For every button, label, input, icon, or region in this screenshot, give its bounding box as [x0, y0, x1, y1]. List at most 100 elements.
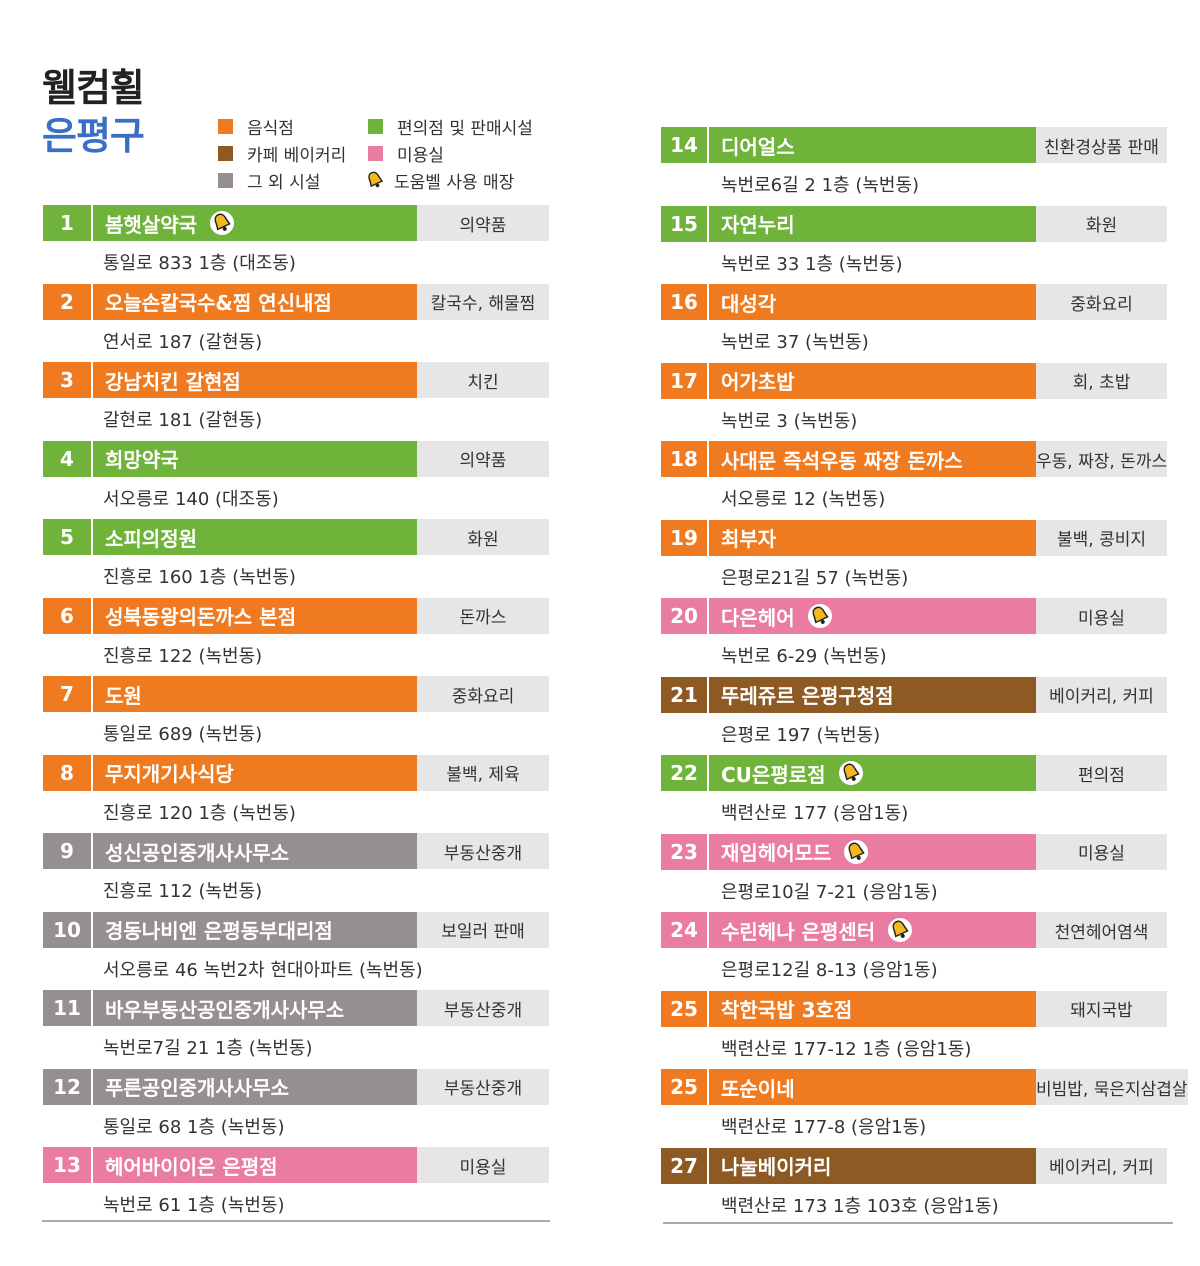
store-number: 15	[661, 205, 709, 242]
page-title: 웰컴휠	[42, 66, 145, 110]
legend-label: 음식점	[247, 118, 294, 139]
store-category: 치킨	[417, 362, 549, 398]
legend-item-salon: 미용실	[368, 140, 444, 166]
store-number: 13	[43, 1147, 93, 1183]
store-name-text: 재임헤어모드	[721, 841, 832, 865]
store-entry: 23 재임헤어모드 미용실 은평로10길 7-21 (응암1동)	[661, 833, 1167, 912]
store-bar: 16 대성각 중화요리	[661, 284, 1167, 320]
store-name: 뚜레쥬르 은평구청점	[709, 676, 1036, 713]
store-address: 연서로 187 (갈현동)	[103, 331, 263, 353]
store-entry: 4 희망약국 의약품 서오릉로 140 (대조동)	[43, 440, 549, 519]
store-entry: 20 다은헤어 미용실 녹번로 6-29 (녹번동)	[661, 598, 1167, 676]
store-entry: 16 대성각 중화요리 녹번로 37 (녹번동)	[661, 284, 1167, 362]
page-subtitle: 은평구	[42, 114, 145, 158]
store-category: 화원	[1036, 205, 1167, 242]
green-square-icon	[368, 118, 383, 134]
store-number: 27	[661, 1147, 709, 1184]
store-category: 베이커리, 커피	[1036, 676, 1167, 713]
store-name-text: 성신공인중개사사무소	[105, 840, 289, 865]
store-name-text: 대성각	[721, 291, 777, 316]
store-bar: 15 자연누리 화원	[661, 205, 1167, 242]
store-number: 14	[661, 127, 709, 163]
store-number: 16	[661, 284, 709, 320]
store-name: 희망약국	[93, 440, 417, 477]
pink-square-icon	[368, 145, 383, 161]
store-address: 은평로10길 7-21 (응암1동)	[721, 881, 938, 903]
store-entry: 24 수린헤나 은평센터 천연헤어염색 은평로12길 8-13 (응암1동)	[661, 912, 1167, 990]
store-category: 의약품	[417, 205, 549, 241]
store-name: 착한국밥 3호점	[709, 990, 1036, 1027]
store-category: 부동산중개	[417, 1068, 549, 1105]
store-name: 푸른공인중개사사무소	[93, 1068, 417, 1105]
store-name-text: 나눌베이커리	[721, 1155, 832, 1179]
store-number: 2	[43, 283, 93, 320]
store-category: 미용실	[1036, 833, 1167, 870]
store-number: 22	[661, 755, 709, 791]
store-number: 5	[43, 519, 93, 555]
store-name: 다은헤어	[709, 598, 1036, 634]
store-bar: 25 또순이네 비빔밥, 묵은지삼겹살	[661, 1069, 1188, 1105]
bell-icon	[843, 839, 869, 865]
store-name-text: 소피의정원	[105, 526, 197, 551]
store-name-text: 어가초밥	[721, 370, 795, 394]
store-entry: 21 뚜레쥬르 은평구청점 베이커리, 커피 은평로 197 (녹번동)	[661, 676, 1167, 755]
store-name-text: 사대문 즉석우동 짜장 돈까스	[721, 448, 963, 473]
store-bar: 1 봄햇살약국 의약품	[43, 205, 549, 241]
store-name-text: 바우부동산공인중개사사무소	[105, 997, 345, 1022]
store-entry: 11 바우부동산공인중개사사무소 부동산중개 녹번로7길 21 1층 (녹번동)	[43, 990, 549, 1068]
store-bar: 8 무지개기사식당 불백, 제육	[43, 754, 549, 791]
store-category: 돈까스	[417, 597, 549, 634]
store-address: 백련산로 177-12 1층 (응암1동)	[721, 1038, 972, 1060]
store-name: 소피의정원	[93, 519, 417, 555]
store-category: 화원	[417, 519, 549, 555]
store-name-text: 경동나비엔 은평동부대리점	[105, 919, 333, 943]
bell-icon	[364, 169, 386, 191]
store-address: 서오릉로 140 (대조동)	[103, 488, 279, 510]
store-name-text: 착한국밥 3호점	[721, 998, 853, 1022]
store-category: 칼국수, 해물찜	[417, 283, 549, 320]
store-bar: 20 다은헤어 미용실	[661, 598, 1167, 634]
bell-icon	[887, 917, 913, 943]
store-bar: 17 어가초밥 회, 초밥	[661, 362, 1167, 399]
store-name: 봄햇살약국	[93, 205, 417, 241]
store-bar: 25 착한국밥 3호점 돼지국밥	[661, 990, 1167, 1027]
store-name: 자연누리	[709, 205, 1036, 242]
store-name-text: 도원	[105, 683, 142, 708]
store-category: 친환경상품 판매	[1036, 127, 1167, 163]
store-name-text: CU은평로점	[721, 762, 826, 787]
store-name: 수린헤나 은평센터	[709, 912, 1036, 948]
store-address: 백련산로 177-8 (응암1동)	[721, 1117, 927, 1138]
store-address: 은평로21길 57 (녹번동)	[721, 567, 909, 589]
store-name-text: 디어얼스	[721, 134, 795, 159]
store-category: 불백, 제육	[417, 754, 549, 791]
store-name-text: 자연누리	[721, 213, 795, 237]
store-name: 최부자	[709, 519, 1036, 556]
store-name-text: 헤어바이이은 은평점	[105, 1154, 278, 1179]
store-name-text: 최부자	[721, 527, 777, 551]
store-address: 통일로 68 1층 (녹번동)	[103, 1116, 285, 1138]
store-name-text: 무지개기사식당	[105, 762, 234, 786]
store-name: 도원	[93, 676, 417, 712]
store-name: CU은평로점	[709, 755, 1036, 791]
store-name: 헤어바이이은 은평점	[93, 1147, 417, 1183]
store-address: 녹번로6길 2 1층 (녹번동)	[721, 175, 920, 196]
store-name: 대성각	[709, 284, 1036, 320]
store-address: 은평로12길 8-13 (응암1동)	[721, 960, 938, 981]
store-category: 중화요리	[417, 676, 549, 712]
store-number: 12	[43, 1068, 93, 1105]
store-name: 또순이네	[709, 1069, 1036, 1105]
store-entry: 13 헤어바이이은 은평점 미용실 녹번로 61 1층 (녹번동)	[43, 1147, 549, 1225]
store-bar: 27 나눌베이커리 베이커리, 커피	[661, 1147, 1167, 1184]
store-category: 베이커리, 커피	[1036, 1147, 1167, 1184]
store-address: 녹번로 33 1층 (녹번동)	[721, 253, 903, 275]
store-entry: 17 어가초밥 회, 초밥 녹번로 3 (녹번동)	[661, 362, 1167, 441]
bell-icon	[807, 603, 833, 629]
store-category: 천연헤어염색	[1036, 912, 1167, 948]
store-entry: 22 CU은평로점 편의점 백련산로 177 (응암1동)	[661, 755, 1167, 833]
store-name: 바우부동산공인중개사사무소	[93, 990, 417, 1026]
legend-item-restaurant: 음식점	[218, 113, 294, 139]
bell-icon	[838, 760, 864, 786]
brown-square-icon	[218, 145, 233, 161]
